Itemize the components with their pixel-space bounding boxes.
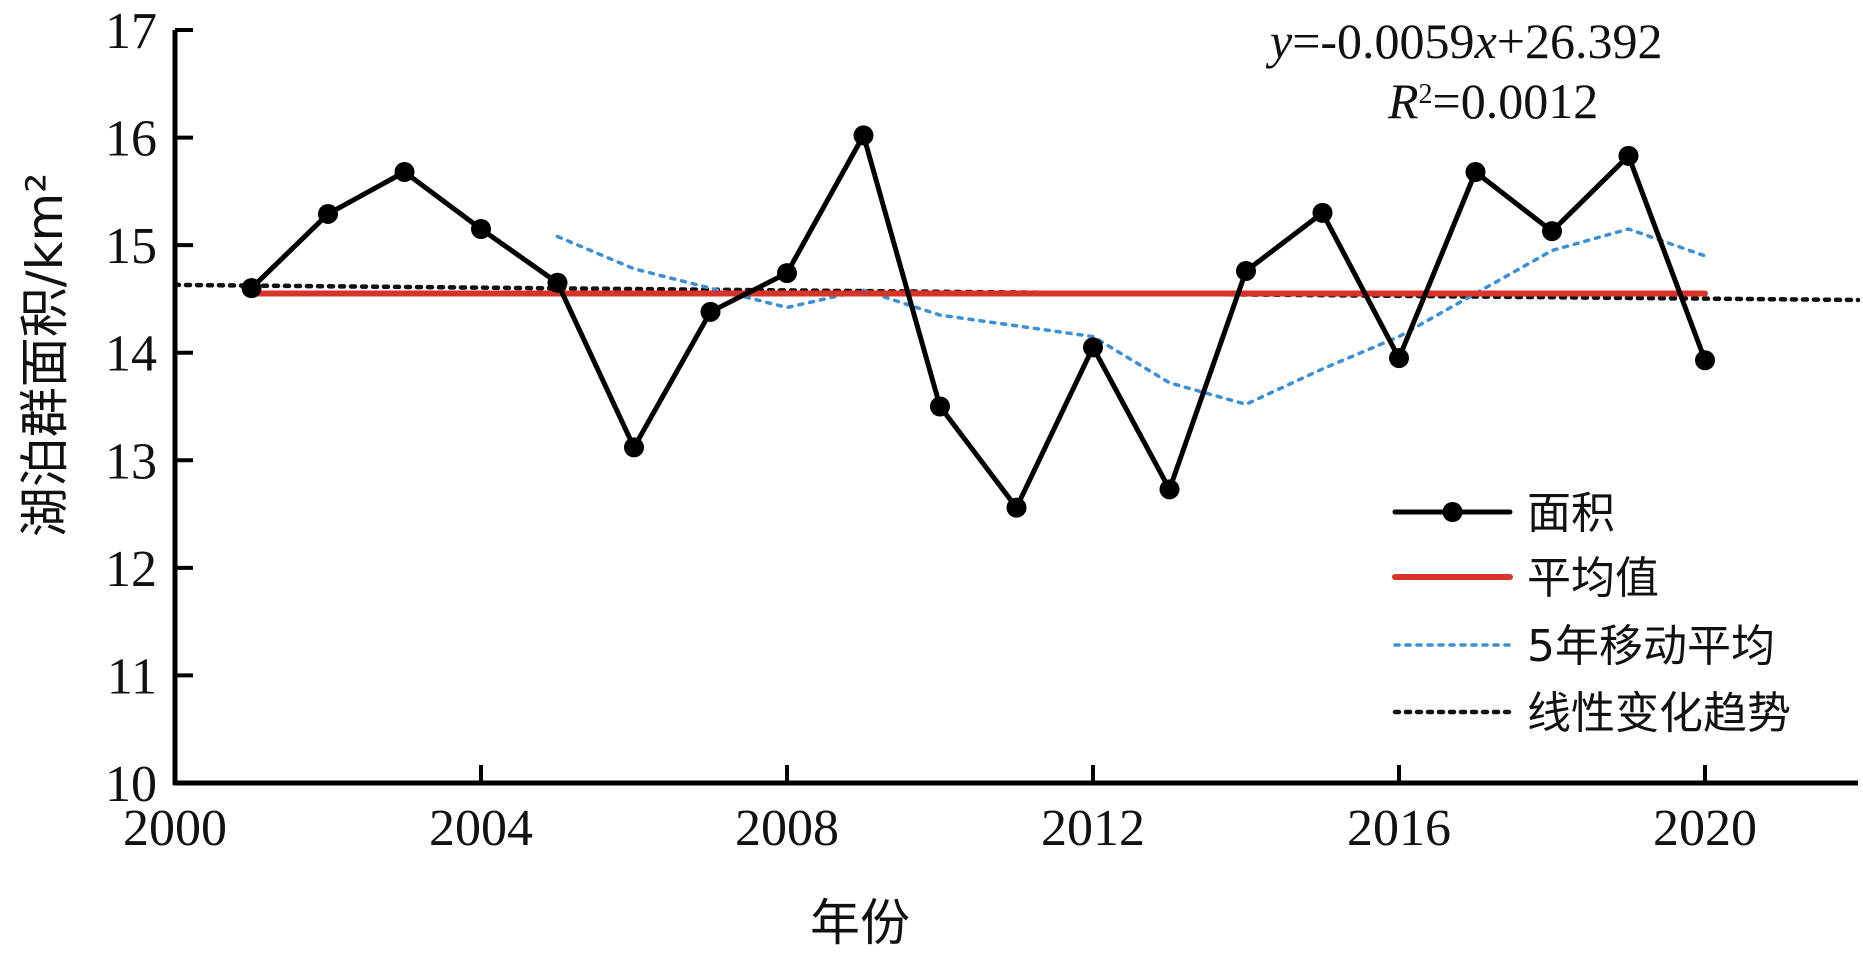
y-tick-label: 14 — [105, 326, 157, 383]
y-tick-label: 13 — [105, 433, 157, 490]
data-point — [1465, 161, 1486, 182]
legend-label: 线性变化趋势 — [1527, 688, 1791, 739]
r-squared-annotation: R2=0.0012 — [1387, 73, 1598, 129]
data-point — [1312, 202, 1333, 223]
data-point — [1389, 348, 1409, 369]
y-tick-label: 11 — [107, 648, 157, 705]
legend-label: 面积 — [1527, 488, 1615, 539]
x-tick-label: 2000 — [123, 800, 227, 857]
data-point — [930, 396, 950, 417]
r-squared-value: =0.0012 — [1433, 73, 1599, 129]
r-squared-superscript: 2 — [1419, 79, 1433, 110]
y-tick-label: 16 — [105, 111, 157, 168]
equation-x-symbol: x — [1474, 13, 1497, 69]
legend-marker — [1442, 502, 1463, 522]
series-line — [555, 227, 1707, 407]
y-tick-label: 12 — [105, 541, 157, 598]
data-point — [1236, 260, 1256, 281]
series-line — [249, 132, 1708, 511]
data-point — [471, 219, 491, 240]
x-tick-label: 2020 — [1653, 800, 1757, 857]
axes-layer: 10 11 12 13 14 15 16 17 2000 2004 2008 2012 2016 2020 — [105, 3, 1858, 857]
data-point — [1159, 479, 1180, 500]
data-point — [1083, 337, 1103, 358]
x-tick-label: 2016 — [1347, 800, 1451, 857]
x-axis-title: 年份 — [810, 894, 910, 952]
x-tick-label: 2012 — [1041, 800, 1145, 857]
series-layer — [172, 125, 1861, 518]
data-point — [394, 161, 415, 182]
data-point — [624, 437, 644, 458]
x-tick-label: 2004 — [429, 800, 533, 857]
data-point — [700, 301, 721, 322]
data-point — [777, 263, 797, 284]
x-tick-label: 2008 — [735, 800, 839, 857]
data-point — [1618, 145, 1639, 166]
data-point — [1695, 350, 1715, 371]
data-point — [547, 272, 568, 293]
y-tick-label: 17 — [105, 3, 157, 60]
data-point — [241, 278, 262, 299]
y-axis-title: 湖泊群面积/km² — [16, 173, 74, 538]
data-point — [853, 125, 874, 146]
data-point — [1006, 497, 1027, 518]
equation-intercept: +26.392 — [1497, 13, 1663, 69]
equation-slope: =-0.0059 — [1292, 13, 1474, 69]
y-tick-label: 15 — [105, 218, 157, 275]
r-squared-symbol: R — [1387, 73, 1419, 129]
data-point — [318, 203, 338, 224]
legend-label: 5年移动平均 — [1527, 621, 1775, 672]
regression-equation: y=-0.0059x+26.392 — [1265, 13, 1662, 69]
data-point — [1542, 221, 1562, 242]
equation-y-symbol: y — [1265, 13, 1293, 69]
legend-label: 平均值 — [1527, 553, 1659, 604]
y-tick-label: 10 — [105, 756, 157, 813]
